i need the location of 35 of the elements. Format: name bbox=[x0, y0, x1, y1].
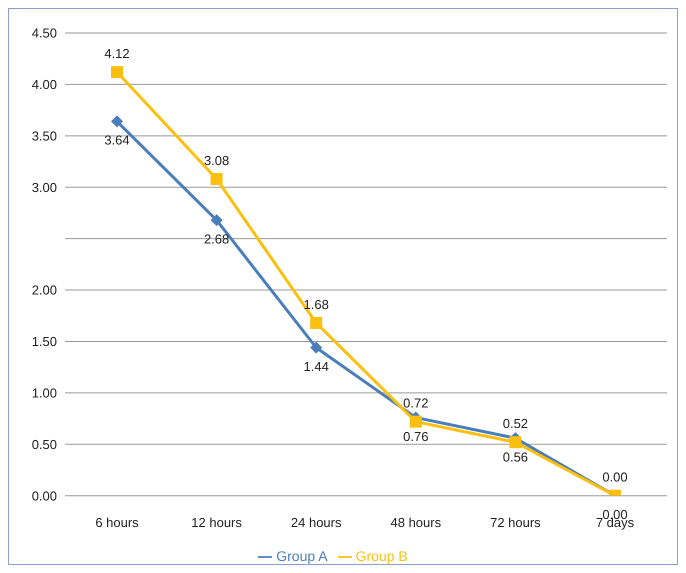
data-label: 0.00 bbox=[602, 470, 628, 485]
data-label: 0.72 bbox=[403, 396, 428, 411]
point bbox=[111, 115, 123, 128]
legend-label: Group B bbox=[356, 548, 408, 564]
data-label: 0.76 bbox=[403, 428, 428, 444]
data-label: 0.56 bbox=[502, 449, 528, 464]
y-tick-label: 4.50 bbox=[32, 26, 57, 41]
point bbox=[310, 342, 322, 354]
y-tick-label: 2.00 bbox=[32, 282, 57, 298]
x-tick-label: 12 hours bbox=[191, 514, 242, 530]
data-label: 1.68 bbox=[304, 296, 329, 312]
y-tick-label: 0.00 bbox=[32, 488, 57, 504]
point bbox=[410, 416, 422, 428]
data-label: 3.08 bbox=[204, 153, 230, 168]
x-tick-label: 48 hours bbox=[390, 514, 442, 530]
y-tick-label: 3.00 bbox=[32, 180, 57, 195]
y-tick-label: 1.50 bbox=[32, 334, 57, 350]
point bbox=[210, 214, 223, 226]
point bbox=[111, 66, 123, 78]
x-tick-label: 6 hours bbox=[95, 514, 140, 530]
data-label: 0.52 bbox=[502, 416, 528, 432]
point bbox=[210, 173, 223, 186]
point bbox=[509, 436, 522, 448]
data-label: 2.68 bbox=[204, 231, 230, 246]
point bbox=[310, 316, 322, 329]
x-tick-label: 72 hours bbox=[490, 514, 542, 530]
data-label: 3.64 bbox=[104, 132, 130, 148]
y-tick-label: 0.50 bbox=[32, 436, 57, 452]
y-tick-label: 4.00 bbox=[32, 77, 57, 92]
x-tick-label: 24 hours bbox=[290, 514, 342, 530]
data-label: 4.12 bbox=[104, 46, 130, 62]
legend-label: Group A bbox=[276, 548, 328, 564]
data-label: 1.44 bbox=[304, 358, 329, 374]
y-tick-label: 3.50 bbox=[32, 128, 57, 144]
y-tick-label: 1.00 bbox=[32, 385, 57, 400]
